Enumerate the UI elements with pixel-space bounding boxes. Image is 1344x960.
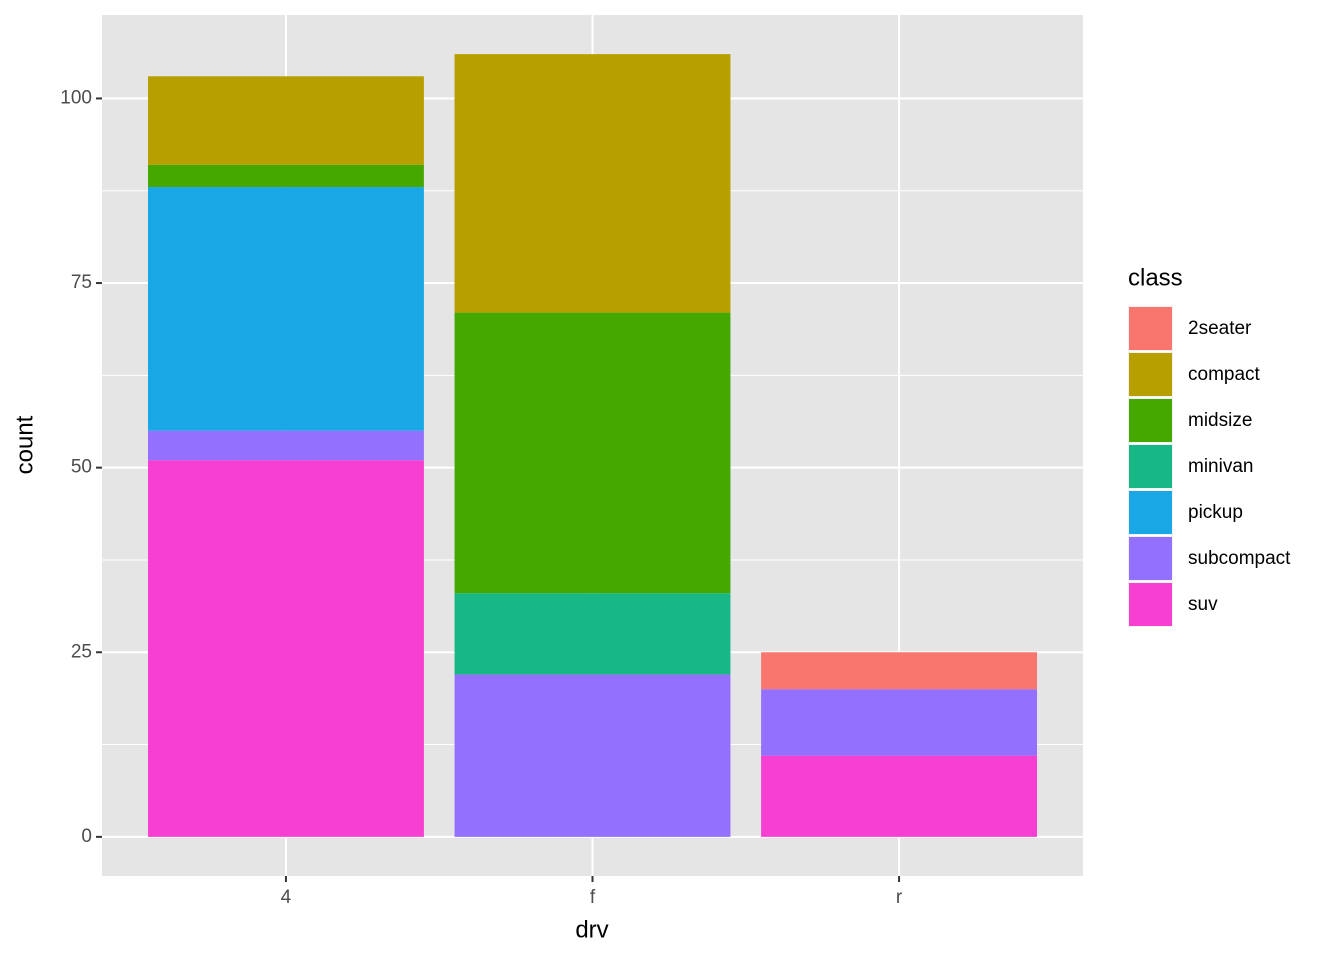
legend-label: suv [1188, 594, 1218, 615]
legend-swatch [1129, 583, 1172, 626]
legend-swatch [1129, 353, 1172, 396]
legend-swatch [1129, 537, 1172, 580]
legend-label: midsize [1188, 410, 1252, 431]
legend-title: class [1128, 264, 1183, 291]
legend-label: compact [1188, 364, 1261, 385]
axes: 0 25 50 75 100 4 f r [60, 87, 903, 908]
bar-segment [147, 430, 424, 461]
bar-segment [761, 755, 1038, 837]
y-tick-label: 25 [71, 641, 92, 662]
legend-label: 2seater [1188, 318, 1252, 339]
legend-swatch [1129, 491, 1172, 534]
bar-segment [454, 312, 731, 594]
y-axis-title: count [11, 415, 38, 474]
y-tick-label: 50 [71, 457, 92, 478]
y-tick-label: 0 [81, 826, 92, 847]
bar-segment [147, 76, 424, 165]
bar-segment [454, 674, 731, 837]
legend-label: subcompact [1188, 548, 1291, 569]
x-tick-label: r [896, 887, 903, 908]
legend-swatch [1129, 399, 1172, 442]
legend: 2seater compact midsize minivan pickup subcom… [1128, 306, 1291, 627]
x-axis-title: drv [575, 916, 608, 943]
bars [147, 54, 1038, 837]
bar-segment [147, 460, 424, 837]
bar-segment [147, 187, 424, 431]
legend-label: minivan [1188, 456, 1253, 477]
bar-segment [454, 54, 731, 313]
x-tick-label: f [590, 887, 596, 908]
legend-swatch [1129, 307, 1172, 350]
y-tick-label: 75 [71, 272, 92, 293]
legend-swatch [1129, 445, 1172, 488]
y-tick-label: 100 [60, 87, 92, 108]
x-tick-label: 4 [281, 887, 292, 908]
bar-segment [761, 689, 1038, 756]
legend-label: pickup [1188, 502, 1243, 523]
bar-segment [147, 164, 424, 188]
bar-segment [454, 593, 731, 675]
bar-segment [761, 652, 1038, 690]
